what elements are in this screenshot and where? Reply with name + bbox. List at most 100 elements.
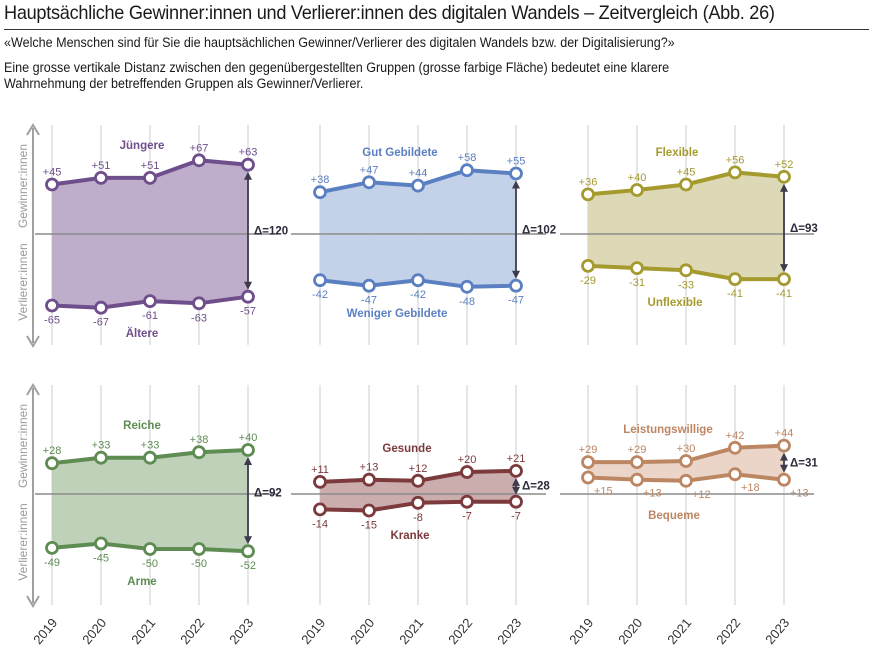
lower-data-point (94, 300, 108, 315)
lower-value-label: -45 (93, 553, 109, 565)
upper-value-label: +11 (311, 464, 329, 476)
upper-data-point (411, 473, 425, 488)
x-tick-label: 2019 (30, 615, 60, 647)
upper-group-label: Reiche (123, 420, 161, 432)
lower-data-point (362, 278, 376, 293)
lower-data-point (241, 544, 255, 559)
delta-label: Δ=28 (522, 480, 550, 492)
lower-value-label: -67 (93, 317, 109, 329)
arrow-down-icon (512, 270, 520, 279)
x-tick-label: 2021 (396, 615, 426, 647)
upper-data-point (460, 465, 474, 479)
lower-data-point (581, 258, 595, 273)
lower-value-label: -49 (44, 557, 60, 569)
upper-data-point (362, 175, 376, 190)
lower-value-label: -15 (361, 520, 377, 532)
lower-data-point (728, 467, 742, 482)
upper-value-label: +51 (141, 160, 160, 172)
arrow-down-icon (26, 595, 40, 608)
delta-label: Δ=31 (790, 458, 818, 470)
lower-value-label: -57 (240, 306, 256, 318)
y-axis-label-winners: Gewinner:innen (16, 144, 30, 228)
upper-data-point (192, 153, 206, 168)
upper-value-label: +12 (409, 463, 428, 475)
lower-group-label: Kranke (391, 530, 430, 542)
lower-data-point (362, 503, 376, 518)
lower-data-point (411, 495, 425, 510)
lower-value-label: -41 (727, 288, 743, 300)
upper-value-label: +45 (43, 167, 62, 179)
lower-value-label: -41 (776, 288, 792, 300)
upper-data-point (45, 456, 59, 471)
lower-value-label: -61 (142, 310, 158, 322)
x-tick-label: 2021 (128, 615, 158, 647)
upper-data-point (630, 455, 644, 470)
upper-value-label: +21 (507, 453, 526, 465)
upper-data-point (192, 445, 206, 460)
lower-value-label: -52 (240, 560, 256, 572)
upper-value-label: +42 (726, 430, 745, 442)
lower-value-label: -48 (459, 296, 475, 308)
lower-group-label: Bequeme (648, 510, 700, 522)
lower-value-label: -31 (629, 277, 645, 289)
upper-data-point (679, 177, 693, 192)
upper-value-label: +13 (360, 462, 379, 474)
lower-data-point (45, 541, 59, 555)
arrow-down-icon (512, 486, 520, 495)
delta-label: Δ=93 (790, 223, 818, 235)
upper-value-label: +67 (190, 142, 209, 154)
upper-value-label: +55 (507, 156, 526, 168)
upper-data-point (460, 163, 474, 178)
delta-label: Δ=120 (254, 226, 288, 238)
upper-data-point (679, 454, 693, 468)
chart-title: Hauptsächliche Gewinner:innen und Verlie… (4, 2, 775, 24)
lower-value-label: -14 (312, 518, 328, 530)
arrow-up-icon (26, 383, 40, 396)
x-tick-label: 2022 (713, 615, 743, 647)
lower-data-point (192, 542, 206, 556)
upper-value-label: +45 (677, 167, 696, 179)
lower-data-point (777, 472, 791, 487)
x-tick-label: 2020 (347, 615, 377, 647)
upper-data-point (362, 472, 376, 487)
lower-value-label: -8 (413, 512, 423, 524)
x-tick-label: 2021 (664, 615, 694, 647)
survey-question: «Welche Menschen sind für Sie die haupts… (4, 35, 675, 50)
upper-data-point (630, 183, 644, 197)
lower-data-point (94, 536, 108, 551)
upper-data-point (94, 450, 108, 465)
lower-data-point (143, 294, 157, 309)
upper-value-label: +56 (726, 154, 745, 166)
upper-data-point (509, 166, 523, 181)
upper-group-label: Gut Gebildete (362, 147, 437, 159)
upper-data-point (94, 170, 108, 185)
y-axis-label-winners: Gewinner:innen (16, 404, 30, 488)
upper-data-point (313, 474, 327, 489)
upper-data-point (313, 185, 327, 200)
lower-data-point (777, 272, 791, 287)
chart-note: Eine grosse vertikale Distanz zwischen d… (4, 60, 669, 92)
lower-data-point (460, 279, 474, 294)
delta-label: Δ=92 (254, 488, 282, 500)
upper-data-point (411, 178, 425, 193)
difference-area (320, 170, 516, 287)
lower-data-point (509, 278, 523, 293)
difference-area (588, 172, 784, 280)
lower-value-label: -47 (508, 295, 524, 307)
arrow-up-icon (26, 123, 40, 136)
upper-value-label: +38 (311, 174, 330, 186)
upper-value-label: +40 (239, 432, 258, 444)
upper-group-label: Leistungswillige (623, 424, 712, 436)
upper-group-label: Jüngere (120, 140, 165, 152)
upper-value-label: +44 (409, 168, 428, 180)
lower-group-label: Arme (127, 576, 156, 588)
x-tick-label: 2023 (226, 615, 256, 647)
lower-data-point (728, 272, 742, 287)
lower-data-point (460, 494, 474, 509)
arrow-up-icon (244, 457, 252, 465)
y-axis-label-losers: Verlierer:innen (16, 243, 30, 320)
upper-data-point (777, 438, 791, 453)
lower-data-point (313, 273, 327, 288)
upper-value-label: +36 (579, 176, 598, 188)
